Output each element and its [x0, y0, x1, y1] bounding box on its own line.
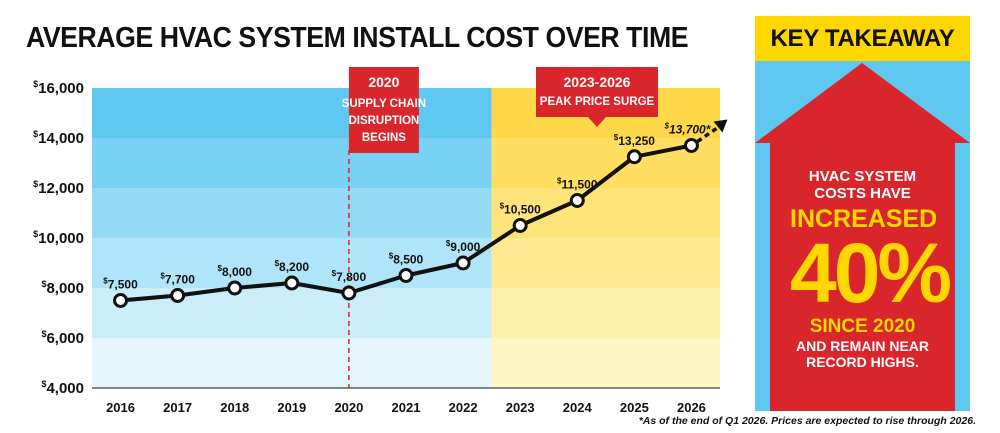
takeaway-line-7: RECORD HIGHS.: [806, 354, 919, 370]
data-label: $9,000: [446, 239, 481, 254]
surge-callout-text: 2023-2026: [564, 74, 631, 90]
disruption-callout-text: SUPPLY CHAIN: [342, 98, 426, 110]
yellow-band: [491, 338, 720, 388]
data-label: $8,500: [389, 252, 424, 267]
y-tick-label: $16,000: [33, 79, 84, 97]
disruption-callout-text: BEGINS: [362, 132, 406, 144]
x-tick-label: 2019: [277, 400, 306, 415]
takeaway-percent: 40%: [790, 226, 952, 320]
data-point: [569, 193, 585, 208]
data-label: $7,500: [103, 277, 138, 292]
data-point: [455, 255, 471, 271]
data-point: [341, 285, 357, 301]
y-tick-label: $6,000: [41, 329, 84, 347]
yellow-band: [491, 188, 720, 238]
takeaway-increased: INCREASED: [790, 205, 938, 233]
takeaway-line-1: HVAC SYSTEM: [808, 168, 917, 185]
data-label: $13,700*: [664, 122, 712, 137]
disruption-callout-text: 2020: [368, 74, 399, 90]
data-point: [113, 293, 129, 308]
data-point: [227, 280, 243, 296]
data-point: [512, 218, 528, 233]
y-tick-label: $8,000: [41, 279, 84, 297]
footnote: *As of the end of Q1 2026. Prices are ex…: [638, 415, 976, 427]
data-point: [284, 275, 300, 291]
chart-title: AVERAGE HVAC SYSTEM INSTALL COST OVER TI…: [26, 22, 689, 54]
x-tick-label: 2024: [563, 400, 593, 415]
data-label: $8,000: [217, 264, 252, 279]
data-point: [398, 268, 414, 283]
data-point: [170, 288, 186, 303]
surge-callout-box: [536, 67, 658, 117]
data-label: $7,700: [160, 272, 195, 287]
blue-band: [92, 338, 492, 388]
x-tick-label: 2016: [106, 400, 135, 415]
key-takeaway-heading: KEY TAKEAWAY: [755, 16, 970, 61]
x-tick-label: 2018: [220, 400, 249, 415]
data-label: $10,500: [500, 202, 541, 217]
blue-band: [92, 288, 492, 338]
x-tick-label: 2022: [449, 400, 478, 415]
x-tick-label: 2026: [677, 400, 706, 415]
x-tick-label: 2021: [392, 400, 421, 415]
data-label: $7,800: [332, 269, 367, 284]
line-chart: $4,000 $6,000 $8,000 $10,000 $12,000 $14,000 $…: [33, 67, 728, 415]
data-point: [626, 149, 642, 165]
yellow-band: [491, 238, 720, 288]
disruption-callout-text: DISRUPTION: [348, 115, 419, 127]
data-label: $11,500: [557, 177, 598, 192]
blue-band: [92, 188, 492, 238]
x-tick-label: 2023: [506, 400, 535, 415]
disruption-callout-box: [348, 67, 419, 153]
projection-arrowhead: [713, 119, 728, 133]
takeaway-since: SINCE 2020: [809, 316, 916, 337]
key-takeaway-text: HVAC SYSTEM COSTS HAVE INCREASED 40% SIN…: [790, 168, 952, 370]
x-tick-label: 2020: [334, 400, 363, 415]
x-tick-label: 2017: [163, 400, 192, 415]
projection-line: [696, 125, 721, 143]
yellow-band: [491, 288, 720, 338]
x-tick-label: 2025: [620, 400, 649, 415]
blue-band: [92, 88, 492, 138]
y-tick-label: $4,000: [41, 379, 84, 397]
surge-callout-pointer: [588, 117, 606, 127]
takeaway-line-6: AND REMAIN NEAR: [796, 338, 929, 354]
blue-band: [92, 138, 492, 188]
data-label: $8,200: [275, 259, 310, 274]
y-tick-label: $10,000: [33, 229, 84, 247]
data-label: $13,250: [614, 133, 655, 148]
up-arrow-icon: [755, 63, 970, 411]
takeaway-line-2: COSTS HAVE: [814, 185, 911, 202]
surge-callout-text: PEAK PRICE SURGE: [540, 96, 655, 108]
y-tick-label: $14,000: [33, 129, 84, 147]
y-tick-label: $12,000: [33, 179, 84, 197]
data-point: [683, 138, 699, 153]
